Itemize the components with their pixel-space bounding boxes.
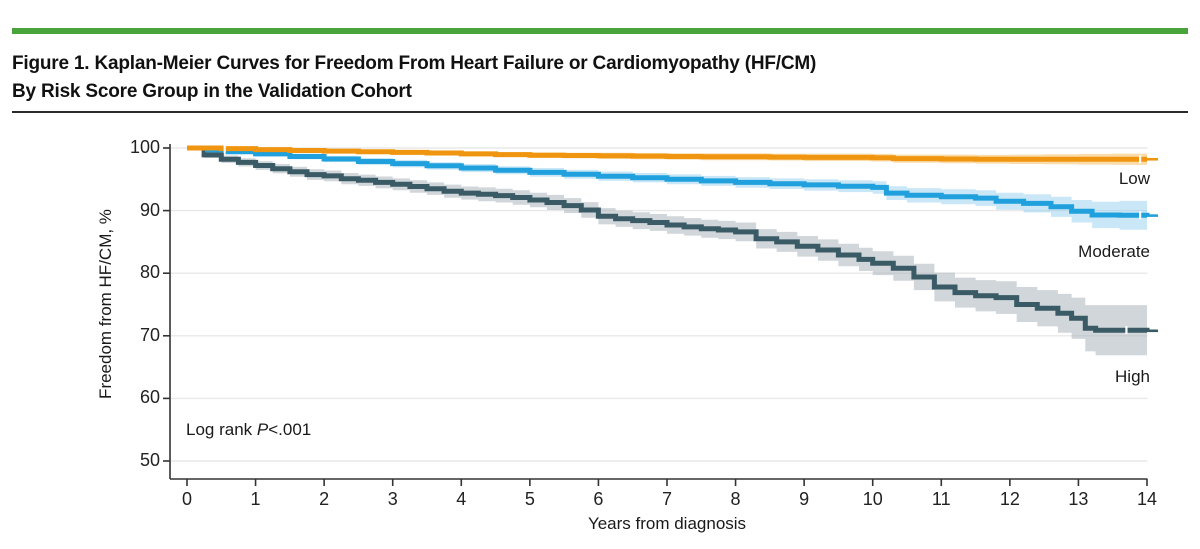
curve-label-high: High (1115, 367, 1150, 386)
logrank-annotation: Log rank P<.001 (186, 420, 311, 440)
curve-high (187, 145, 1150, 333)
curve-label-low: Low (1118, 169, 1150, 188)
km-chart (163, 144, 1158, 486)
figure-title-line1: Figure 1. Kaplan-Meier Curves for Freedo… (12, 53, 817, 74)
figure-title-line2: By Risk Score Group in the Validation Co… (12, 81, 412, 102)
y-tick-label: 60 (139, 387, 160, 408)
x-axis-title: Years from diagnosis (587, 514, 747, 533)
y-tick-label: 100 (129, 137, 160, 157)
y-tick-label: 90 (139, 199, 160, 220)
x-tick-label: 4 (456, 489, 467, 509)
x-tick-label: 14 (1136, 489, 1157, 509)
curve-moderate (187, 145, 1150, 218)
x-tick-label: 2 (319, 489, 330, 509)
x-tick-label: 9 (799, 489, 810, 509)
y-tick-label: 70 (139, 324, 160, 345)
x-tick-label: 12 (999, 489, 1020, 509)
title-divider (12, 111, 1188, 113)
curve-low (187, 145, 1147, 162)
figure-title: Figure 1. Kaplan-Meier Curves for Freedo… (12, 50, 1132, 106)
censor-mark-low (1139, 155, 1142, 164)
y-tick-label: 50 (139, 450, 160, 470)
x-tick-label: 7 (661, 489, 672, 509)
logrank-value: <.001 (268, 420, 312, 439)
x-tick-label: 10 (862, 489, 883, 509)
censor-mark-moderate (1139, 211, 1142, 220)
y-tick-label: 80 (139, 262, 160, 283)
y-axis-title: Freedom from HF/CM, % (96, 209, 115, 399)
x-tick-label: 11 (931, 489, 951, 509)
accent-bar (12, 28, 1188, 34)
x-tick-label: 6 (593, 489, 604, 509)
x-tick-label: 1 (250, 489, 261, 509)
censor-mark-low (223, 144, 226, 153)
logrank-p: P (256, 420, 269, 439)
curve-label-moderate: Moderate (1078, 242, 1150, 261)
x-tick-label: 0 (181, 489, 192, 509)
logrank-lead: Log rank (186, 420, 257, 439)
censor-mark-high (1125, 326, 1128, 335)
x-tick-label: 3 (387, 489, 398, 509)
x-tick-label: 8 (730, 489, 741, 509)
x-tick-label: 13 (1068, 489, 1089, 509)
x-tick-label: 5 (524, 489, 535, 509)
